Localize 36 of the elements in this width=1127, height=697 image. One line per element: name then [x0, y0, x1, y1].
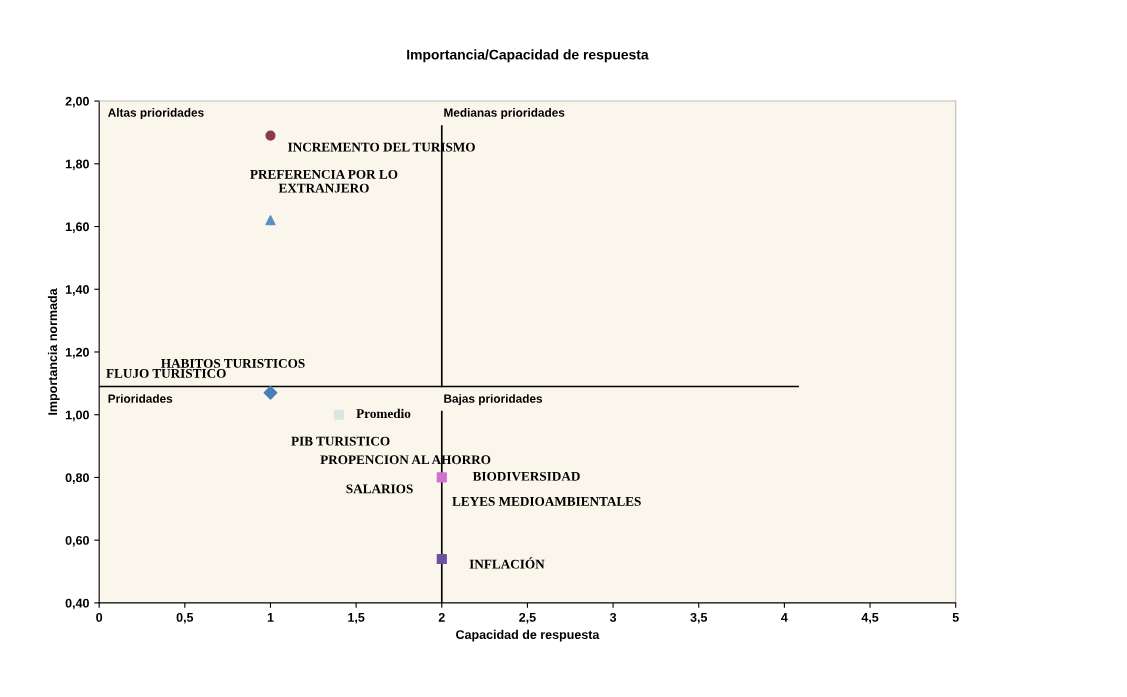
x-tick-label: 1: [267, 613, 274, 622]
annotation: LEYES MEDIOAMBIENTALES: [452, 496, 641, 506]
annotation: PIB TURISTICO: [291, 436, 390, 446]
x-tick-label: 4: [781, 613, 788, 622]
annotation: Prioridades: [108, 394, 173, 403]
annotation: SALARIOS: [346, 484, 413, 494]
x-tick-label: 4,5: [861, 613, 879, 624]
y-tick-label: 1,60: [65, 222, 89, 233]
chart-title: Importancia/Capacidad de respuesta: [407, 49, 649, 63]
y-tick-label: 1,20: [65, 347, 89, 359]
y-tick-label: 2,00: [65, 96, 89, 108]
annotation: BIODIVERSIDAD: [472, 471, 580, 481]
y-tick-label: 1,00: [65, 410, 89, 422]
x-tick-label: 2: [438, 612, 445, 622]
x-tick-label: 0: [96, 612, 103, 622]
y-tick-label: 1,80: [65, 159, 89, 171]
x-tick-label: 2,5: [519, 612, 536, 624]
y-tick-label: 0,80: [65, 473, 89, 484]
x-tick-label: 0,5: [176, 612, 194, 624]
x-tick-label: 3,5: [690, 612, 708, 624]
annotation: Bajas prioridades: [444, 394, 543, 406]
y-tick-label: 0,60: [65, 535, 89, 547]
y-tick-label: 0,40: [65, 598, 89, 610]
annotation: Altas prioridades: [108, 108, 204, 120]
y-axis-title: Importancia normada: [47, 288, 60, 415]
annotation: HABITOS TURISTICOS: [161, 358, 305, 368]
annotation: Medianas prioridades: [444, 108, 565, 120]
annotation: INFLACIÓN: [469, 557, 545, 569]
x-tick-label: 5: [952, 613, 959, 622]
annotation: FLUJO TURISTICO: [106, 369, 226, 378]
x-tick-label: 1,5: [348, 613, 365, 624]
x-tick-label: 3: [609, 612, 617, 622]
x-axis-title: Capacidad de respuesta: [456, 629, 600, 642]
annotation: PREFERENCIA POR LO EXTRANJERO: [250, 169, 398, 193]
y-tick-label: 1,40: [65, 285, 89, 296]
annotation: Promedio: [356, 408, 411, 419]
